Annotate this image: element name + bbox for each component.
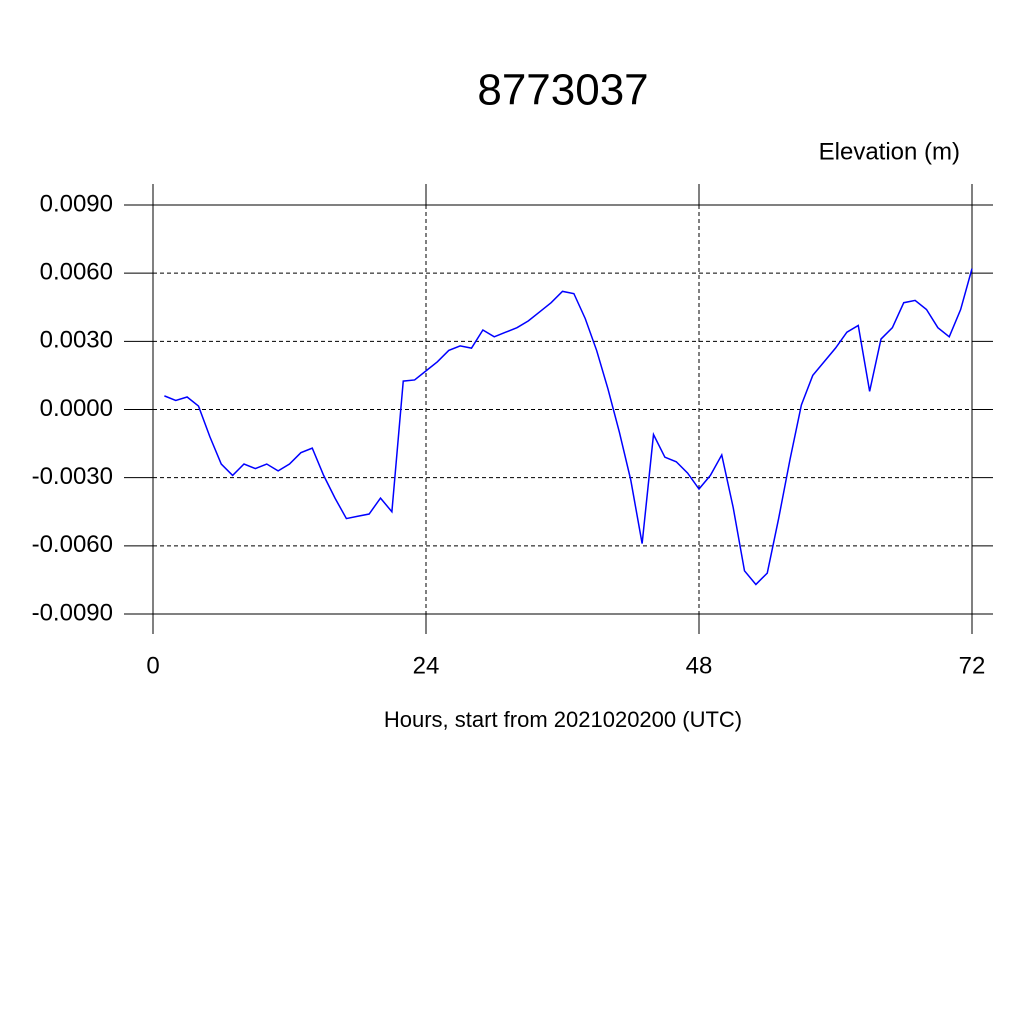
y-tick-label: 0.0000 <box>40 395 113 422</box>
x-tick-label: 24 <box>413 652 440 679</box>
x-tick-label: 72 <box>959 652 986 679</box>
y-tick-label: -0.0090 <box>32 599 113 626</box>
chart-title: 8773037 <box>477 66 648 115</box>
y-tick-label: 0.0060 <box>40 259 113 286</box>
x-tick-label: 0 <box>146 652 159 679</box>
y-tick-label: 0.0030 <box>40 327 113 354</box>
x-tick-label: 48 <box>686 652 713 679</box>
chart-subtitle: Elevation (m) <box>819 138 960 165</box>
y-tick-label: -0.0060 <box>32 531 113 558</box>
y-tick-label: -0.0030 <box>32 463 113 490</box>
x-axis-label: Hours, start from 2021020200 (UTC) <box>384 707 742 732</box>
data-line <box>164 268 973 586</box>
y-tick-label: 0.0090 <box>40 190 113 217</box>
